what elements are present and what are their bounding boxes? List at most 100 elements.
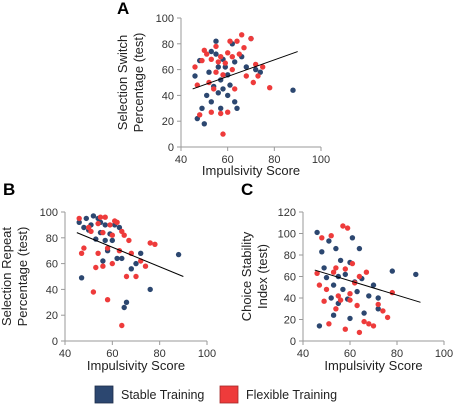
panel-a-point-flexible [243,73,249,79]
panel-a-point-flexible [241,45,247,51]
panel-b-series-flexible [76,214,158,329]
panel-a-point-flexible [204,51,210,57]
panel-a: A 0 20 40 60 80 100 40 60 80 100 Impulsivity Score S… [115,0,330,178]
panel-b-point-stable [78,275,85,281]
panel-b-point-stable [102,222,108,228]
panel-a-x-axis-title: Impulsivity Score [202,163,300,178]
panel-a-x-tick-label: 40 [175,154,187,166]
panel-b: B 0 20 40 60 80 100 40 60 80 100 Impulsivity Score S… [0,180,216,373]
panel-c-point-flexible [340,223,346,229]
panel-c-x-tick-label: 100 [435,348,453,360]
panel-c-point-flexible [321,298,327,304]
panel-a-point-flexible [234,38,240,44]
panel-a-point-flexible [220,72,226,78]
panel-b-series-stable [76,213,182,311]
panel-a-point-stable [225,92,231,99]
panel-c-y-axis-title-line1: Choice Stability [239,231,254,321]
panel-c-point-flexible [354,302,360,309]
panel-c-point-flexible [366,321,372,327]
panel-c-point-stable [330,312,337,318]
panel-a-point-stable [208,48,214,55]
panel-b-x-tick-label: 100 [198,348,216,360]
panel-c-trendline [314,269,421,303]
panel-b-point-flexible [104,245,111,251]
panel-c-point-stable [328,295,334,301]
panel-c-point-flexible [344,225,351,231]
panel-a-y-tick-label: 40 [162,90,174,102]
panel-c-point-stable [340,286,346,293]
panel-c-point-stable [354,288,360,295]
panel-a-point-stable [206,69,212,75]
panel-a-y-tick-label: 100 [156,13,174,25]
panel-b-point-flexible [95,250,101,256]
panel-a-point-flexible [239,32,245,38]
panel-c-y-tick-label: 120 [278,207,296,219]
panel-c-point-stable [370,282,377,288]
panel-a-y-tick-label: 60 [162,65,174,77]
panel-a-x-tick-label: 80 [268,154,280,166]
panel-b-point-flexible [119,322,125,329]
panel-b-point-flexible [90,289,97,295]
panel-c-point-flexible [335,293,341,299]
panel-c-y-tick-label: 80 [284,250,296,262]
panel-b-point-flexible [100,229,106,236]
panel-b-y-axis-title-line2: Percentage (test) [15,227,30,327]
panel-c-point-flexible [356,329,363,336]
panel-a-point-stable [213,38,219,44]
panel-c-point-flexible [328,233,334,239]
panel-b-point-flexible [102,214,108,220]
panel-a-point-stable [213,51,219,57]
panel-c-point-stable [316,323,323,329]
panel-a-point-flexible [211,86,217,92]
panel-c-point-flexible [375,301,381,308]
panel-b-point-flexible [133,273,139,280]
panel-b-y-tick-label: 40 [46,284,58,296]
panel-a-y-axis-title-line2: Percentage (test) [131,33,146,133]
panel-b-point-flexible [147,240,153,246]
panel-c-letter: C [241,180,253,199]
panel-b-point-flexible [104,297,111,303]
legend-swatch-stable [94,385,114,404]
legend-swatch-flexible [219,385,239,404]
panel-a-trendline [192,51,298,90]
panel-a-point-flexible [197,112,203,118]
panel-a-point-stable [204,92,210,99]
panel-a-point-stable [215,64,221,70]
panel-a-point-stable [290,87,296,93]
panel-a-point-flexible [222,60,228,66]
panel-a-point-stable [208,99,214,105]
panel-b-point-flexible [97,214,104,220]
panel-c-point-flexible [384,314,391,321]
panel-b-letter: B [3,180,15,199]
panel-a-point-stable [199,105,205,112]
panel-b-y-tick-label: 80 [46,233,58,245]
panel-c-x-axis-title: Impulsivity Score [324,358,422,373]
panel-b-point-flexible [126,237,132,244]
panel-a-y-axis-title-line1: Selection Switch [115,35,130,130]
panel-c-point-flexible [314,270,320,276]
panel-a-y-tick-label: 80 [162,39,174,51]
panel-c-point-stable [330,282,337,288]
panel-b-point-stable [121,304,127,311]
panel-b-point-stable [147,286,153,293]
panel-c-point-stable [319,249,325,255]
panel-a-point-flexible [213,69,219,75]
panel-c-point-stable [375,306,381,312]
panel-a-point-stable [222,64,228,70]
panel-a-point-flexible [248,35,254,42]
panel-b-point-flexible [100,263,106,269]
panel-c-point-stable [347,315,353,322]
panel-a-point-flexible [236,51,242,57]
panel-a-series-stable [192,35,296,127]
panel-b-point-stable [76,219,82,225]
panel-c-point-stable [326,238,332,244]
panel-b-point-flexible [95,220,101,227]
panel-b-y-tick-label: 0 [52,336,58,348]
panel-b-trendline [76,232,184,277]
panel-c-y-tick-label: 40 [284,293,296,305]
panel-c-point-stable [356,245,363,252]
panel-a-point-flexible [220,131,226,137]
panel-a-x-tick-label: 60 [222,154,234,166]
panel-c-y-tick-label: 0 [290,336,296,348]
